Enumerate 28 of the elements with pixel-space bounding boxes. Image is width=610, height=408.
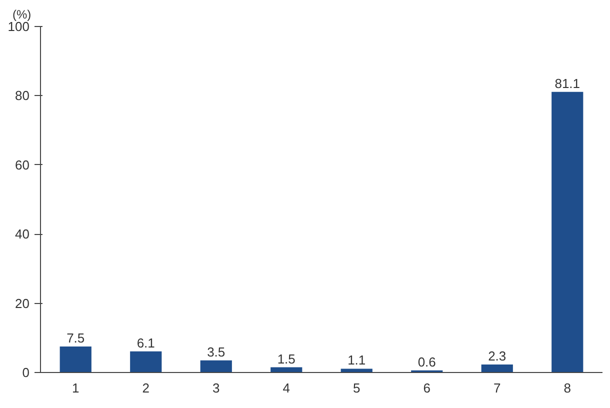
- bar: [60, 346, 92, 372]
- data-label: 6.1: [136, 335, 155, 350]
- data-label: 1.5: [277, 351, 296, 366]
- x-tick-label: 7: [494, 380, 501, 396]
- bar: [130, 351, 162, 372]
- data-label: 81.1: [554, 76, 580, 91]
- data-label: 2.3: [488, 348, 506, 364]
- bar: [552, 92, 584, 372]
- bar: [481, 364, 513, 372]
- y-axis-title: (%): [12, 8, 32, 22]
- bar: [340, 368, 372, 372]
- y-tick-label: 20: [15, 296, 30, 311]
- data-label: 0.6: [418, 354, 436, 370]
- x-tick-label: 8: [564, 380, 571, 396]
- data-label: 3.5: [207, 344, 226, 360]
- x-tick-label: 3: [212, 380, 220, 396]
- data-label: 1.1: [348, 352, 366, 368]
- y-tick-label: 40: [15, 226, 30, 242]
- x-tick-label: 4: [282, 380, 290, 396]
- x-tick-label: 1: [72, 380, 80, 396]
- x-tick-label: 5: [353, 380, 360, 396]
- y-tick-label: 60: [15, 157, 30, 172]
- y-tick-label: 80: [15, 88, 30, 104]
- bar: [200, 360, 232, 372]
- x-tick-label: 6: [423, 380, 430, 396]
- data-label: 7.5: [66, 330, 85, 346]
- x-tick-label: 2: [142, 380, 150, 396]
- y-tick-label: 0: [22, 365, 30, 380]
